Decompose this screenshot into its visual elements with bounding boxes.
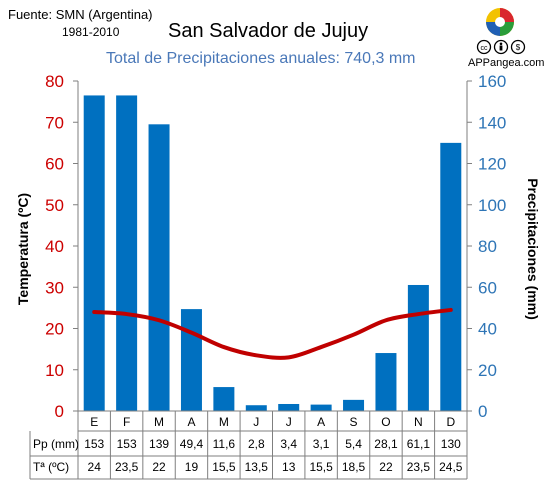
precip-value-cell: 5,4 [345, 437, 362, 451]
precip-value-cell: 11,6 [213, 437, 236, 451]
precip-bar [213, 387, 235, 411]
category-label: D [446, 415, 455, 429]
category-label: E [90, 415, 98, 429]
category-label: S [350, 415, 358, 429]
left-tick-label: 70 [45, 113, 64, 132]
category-label: J [286, 415, 292, 429]
cc-icon: cc [476, 39, 492, 55]
temp-value-cell: 18,5 [342, 460, 366, 474]
temp-value-cell: 15,5 [309, 460, 333, 474]
chart-subtitle: Total de Precipitaciones anuales: 740,3 … [106, 50, 416, 67]
precip-value-cell: 3,4 [280, 437, 297, 451]
period-text: 1981-2010 [62, 25, 120, 39]
left-tick-label: 60 [45, 155, 64, 174]
precip-value-cell: 130 [441, 437, 461, 451]
left-tick-label: 40 [45, 237, 64, 256]
temp-row-header: Tª (ºC) [33, 460, 69, 474]
precip-bar [278, 403, 300, 411]
category-label: O [381, 415, 390, 429]
precip-value-cell: 3,1 [313, 437, 330, 451]
temp-value-cell: 13 [282, 460, 296, 474]
precip-value-cell: 139 [149, 437, 169, 451]
by-icon [493, 39, 509, 55]
temperature-line [92, 307, 453, 360]
precip-row-header: Pp (mm) [33, 437, 79, 451]
temp-value-cell: 24,5 [439, 460, 463, 474]
left-axis-label: Temperatura (ºC) [15, 193, 31, 305]
precip-bar [407, 284, 429, 411]
left-tick-label: 80 [45, 72, 64, 91]
right-tick-label: 80 [478, 237, 497, 256]
precip-bar [343, 399, 365, 411]
logo-text: APPangea.com [468, 57, 545, 69]
precip-bar [148, 124, 170, 411]
right-tick-label: 20 [478, 361, 497, 380]
temp-value-cell: 24 [88, 460, 102, 474]
right-tick-label: 40 [478, 320, 497, 339]
precip-value-cell: 2,8 [248, 437, 265, 451]
temp-value-cell: 22 [379, 460, 393, 474]
category-label: M [154, 415, 164, 429]
precip-value-cell: 153 [117, 437, 137, 451]
temp-value-cell: 23,5 [407, 460, 431, 474]
temp-value-cell: 15,5 [212, 460, 236, 474]
right-tick-label: 140 [478, 113, 506, 132]
chart-title: San Salvador de Jujuy [168, 20, 369, 42]
precip-bar [310, 404, 332, 411]
category-label: A [187, 415, 195, 429]
precip-value-cell: 153 [84, 437, 104, 451]
category-label: M [219, 415, 229, 429]
left-tick-label: 10 [45, 361, 64, 380]
right-tick-label: 160 [478, 72, 506, 91]
temp-value-cell: 22 [152, 460, 166, 474]
precip-bar [116, 95, 138, 411]
temp-value-cell: 13,5 [245, 460, 269, 474]
precip-value-cell: 28,1 [374, 437, 398, 451]
right-tick-label: 0 [478, 402, 487, 421]
puzzle-logo-icon [486, 8, 514, 36]
right-axis-label: Precipitaciones (mm) [525, 178, 541, 320]
precip-bar [245, 405, 267, 411]
category-label: N [414, 415, 423, 429]
category-label: F [123, 415, 130, 429]
source-text: Fuente: SMN (Argentina) [8, 7, 153, 22]
precip-bar [440, 142, 462, 411]
precip-value-cell: 61,1 [407, 437, 431, 451]
left-tick-label: 30 [45, 278, 64, 297]
right-tick-label: 120 [478, 155, 506, 174]
left-tick-label: 50 [45, 196, 64, 215]
nc-icon: $ [510, 39, 526, 55]
right-tick-label: 100 [478, 196, 506, 215]
precip-value-cell: 49,4 [180, 437, 204, 451]
temp-value-cell: 23,5 [115, 460, 139, 474]
precip-bar [375, 353, 397, 411]
left-tick-label: 20 [45, 320, 64, 339]
precip-bar [83, 95, 105, 411]
category-label: A [317, 415, 325, 429]
left-tick-label: 0 [55, 402, 64, 421]
precip-bar [180, 309, 202, 411]
right-tick-label: 60 [478, 278, 497, 297]
svg-text:$: $ [516, 43, 521, 52]
temp-value-cell: 19 [185, 460, 199, 474]
category-label: J [253, 415, 259, 429]
svg-text:cc: cc [481, 45, 489, 52]
